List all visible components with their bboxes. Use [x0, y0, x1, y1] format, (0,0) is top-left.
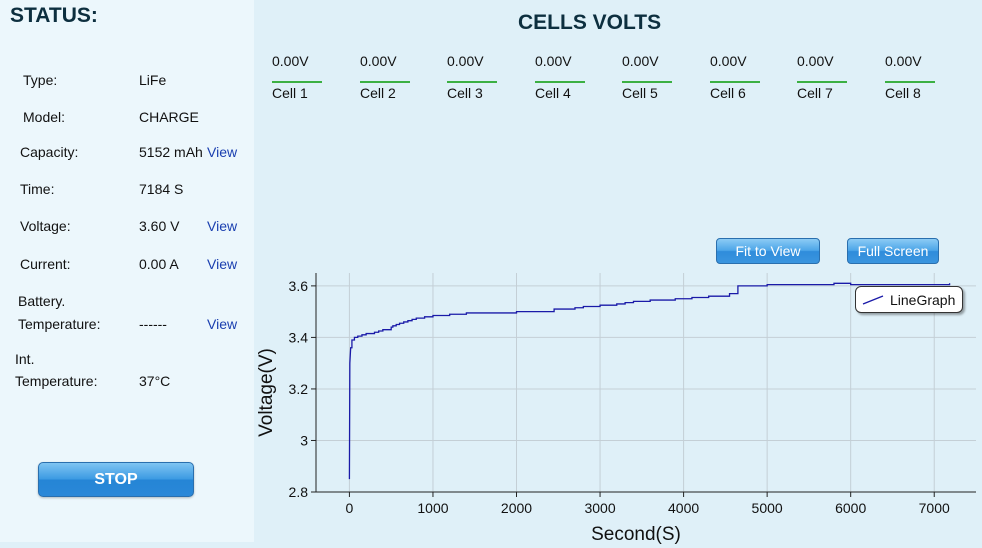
cell-name: Cell 3: [447, 85, 483, 101]
cell-bar: [797, 81, 847, 83]
x-axis-label: Second(S): [591, 524, 681, 545]
x-tick-label: 1000: [417, 500, 448, 516]
cell-1: 0.00V Cell 1: [272, 53, 332, 101]
battery-temp-view-link[interactable]: View: [207, 316, 238, 332]
model-value: CHARGE: [139, 109, 199, 125]
capacity-label: Capacity:: [20, 144, 79, 160]
cell-name: Cell 8: [885, 85, 921, 101]
cell-bar: [622, 81, 672, 83]
x-tick-label: 6000: [835, 500, 866, 516]
full-screen-button[interactable]: Full Screen: [847, 238, 939, 264]
cell-name: Cell 1: [272, 85, 308, 101]
series-line: [348, 282, 951, 480]
voltage-label: Voltage:: [20, 218, 71, 234]
cell-name: Cell 2: [360, 85, 396, 101]
battery-temp-label-line2: Temperature:: [18, 316, 101, 332]
x-tick-label: 5000: [752, 500, 783, 516]
cell-bar: [710, 81, 760, 83]
y-tick-label: 3.6: [289, 278, 309, 294]
capacity-view-link[interactable]: View: [207, 144, 238, 160]
cell-name: Cell 4: [535, 85, 571, 101]
y-axis-label: Voltage(V): [256, 348, 277, 437]
x-tick-label: 2000: [501, 500, 532, 516]
cell-name: Cell 7: [797, 85, 833, 101]
y-tick-label: 3.4: [289, 329, 309, 345]
status-panel: STATUS: Type: LiFe Model: CHARGE Capacit…: [0, 0, 254, 542]
type-label: Type:: [23, 72, 58, 88]
cell-name: Cell 5: [622, 85, 658, 101]
cell-bar: [535, 81, 585, 83]
time-label: Time:: [20, 181, 55, 197]
model-label: Model:: [23, 109, 66, 125]
legend-label: LineGraph: [890, 291, 956, 308]
type-value: LiFe: [139, 72, 167, 88]
current-label: Current:: [20, 256, 71, 272]
cell-4: 0.00V Cell 4: [535, 53, 595, 101]
fit-to-view-button[interactable]: Fit to View: [716, 238, 820, 264]
cell-2: 0.00V Cell 2: [360, 53, 420, 101]
x-tick-label: 3000: [584, 500, 615, 516]
cell-bar: [885, 81, 935, 83]
legend-line-icon: [862, 294, 884, 305]
battery-temp-label-line1: Battery.: [18, 293, 66, 309]
cell-name: Cell 6: [710, 85, 746, 101]
cell-8: 0.00V Cell 8: [885, 53, 945, 101]
cell-voltage: 0.00V: [885, 53, 922, 69]
cell-voltage: 0.00V: [360, 53, 397, 69]
stop-button[interactable]: STOP: [38, 462, 194, 497]
voltage-view-link[interactable]: View: [207, 218, 238, 234]
voltage-value: 3.60 V: [139, 218, 180, 234]
y-tick-label: 3: [300, 432, 308, 448]
cell-voltage: 0.00V: [535, 53, 572, 69]
y-tick-label: 2.8: [289, 484, 309, 500]
int-temp-label-line2: Temperature:: [15, 373, 98, 389]
cell-voltage: 0.00V: [272, 53, 309, 69]
cell-voltage: 0.00V: [797, 53, 834, 69]
cell-6: 0.00V Cell 6: [710, 53, 770, 101]
x-tick-label: 0: [346, 500, 354, 516]
cell-bar: [447, 81, 497, 83]
y-tick-label: 3.2: [289, 381, 309, 397]
int-temp-value: 37°C: [139, 373, 171, 389]
cells-volts-title: CELLS VOLTS: [518, 11, 662, 34]
cell-bar: [360, 81, 410, 83]
cell-7: 0.00V Cell 7: [797, 53, 857, 101]
cell-bar: [272, 81, 322, 83]
cell-voltage: 0.00V: [622, 53, 659, 69]
cell-5: 0.00V Cell 5: [622, 53, 682, 101]
capacity-value: 5152 mAh: [139, 144, 203, 160]
int-temp-label-line1: Int.: [15, 351, 35, 367]
chart-legend: LineGraph: [855, 286, 963, 313]
battery-temp-value: ------: [139, 316, 167, 332]
cell-voltage: 0.00V: [710, 53, 747, 69]
x-tick-label: 7000: [919, 500, 950, 516]
cell-voltage: 0.00V: [447, 53, 484, 69]
status-title: STATUS:: [10, 4, 98, 27]
current-view-link[interactable]: View: [207, 256, 238, 272]
current-value: 0.00 A: [139, 256, 179, 272]
x-tick-label: 4000: [668, 500, 699, 516]
cell-3: 0.00V Cell 3: [447, 53, 507, 101]
time-value: 7184 S: [139, 181, 184, 197]
